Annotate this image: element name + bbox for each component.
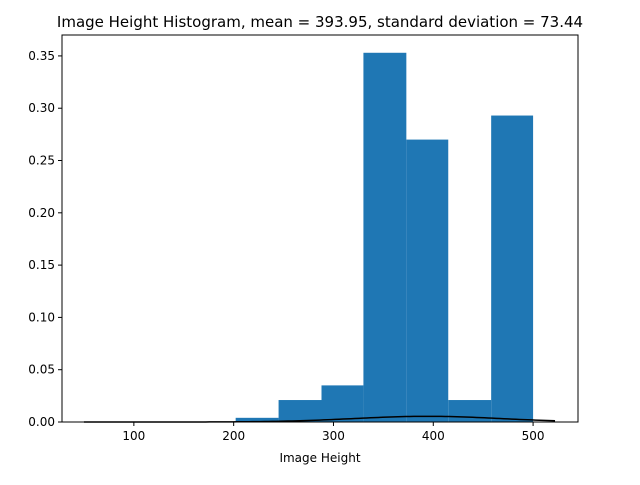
y-tick-label: 0.00: [28, 415, 55, 429]
y-tick-label: 0.05: [28, 363, 55, 377]
axes-frame: [61, 34, 579, 423]
x-tick-label: 100: [122, 429, 145, 443]
x-axis-label: Image Height: [279, 451, 360, 465]
y-tick-label: 0.20: [28, 206, 55, 220]
histogram-bar: [491, 115, 534, 422]
histogram-bar: [448, 400, 492, 422]
y-tick-label: 0.25: [28, 154, 55, 168]
y-tick-label: 0.15: [28, 258, 55, 272]
x-tick-label: 300: [322, 429, 345, 443]
histogram-bar: [321, 385, 364, 422]
y-tick-label: 0.35: [28, 49, 55, 63]
chart-title: Image Height Histogram, mean = 393.95, s…: [57, 13, 583, 31]
histogram-bar: [406, 139, 449, 422]
x-tick-label: 500: [522, 429, 545, 443]
x-tick-label: 400: [422, 429, 445, 443]
histogram-bar: [363, 52, 407, 422]
y-tick-label: 0.10: [28, 310, 55, 324]
x-tick-label: 200: [222, 429, 245, 443]
histogram-bar: [278, 400, 322, 422]
histogram-bar: [235, 417, 279, 422]
y-tick-label: 0.30: [28, 101, 55, 115]
